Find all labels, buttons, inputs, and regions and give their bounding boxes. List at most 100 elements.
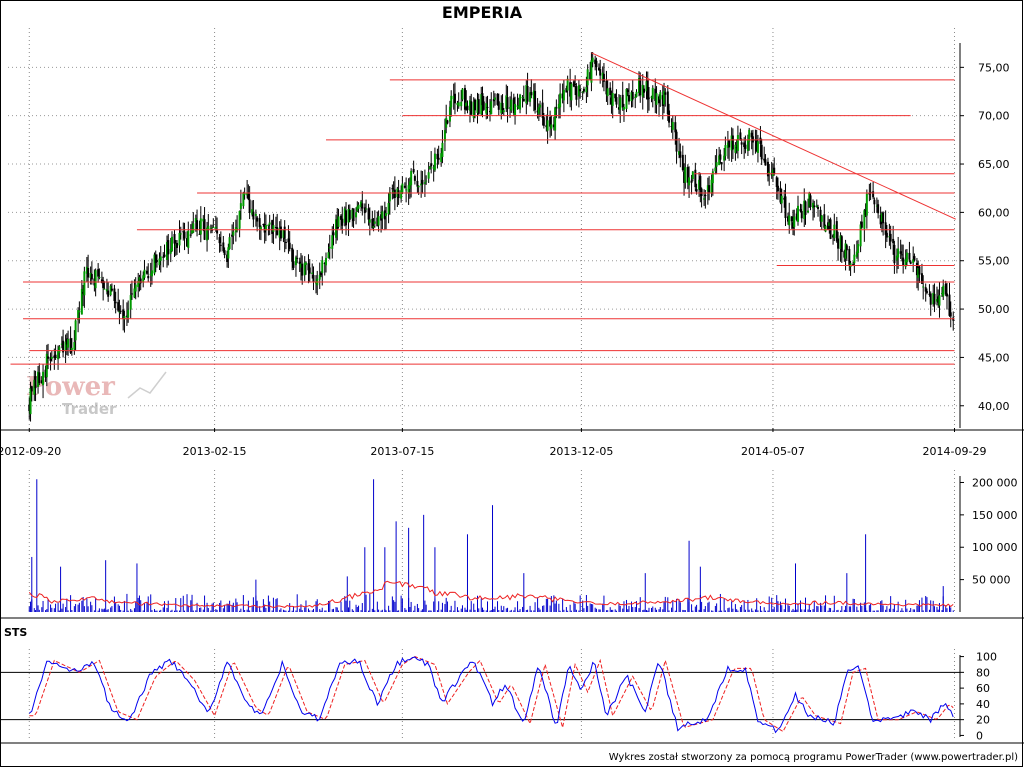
- candle-body: [480, 94, 483, 115]
- candle-body: [42, 371, 45, 386]
- candle-body: [178, 232, 181, 246]
- candle-body: [497, 101, 500, 110]
- candle-body: [859, 224, 862, 247]
- candle-body: [522, 98, 525, 102]
- candle-body: [448, 106, 451, 122]
- candle-body: [848, 248, 851, 265]
- candle-body: [606, 88, 609, 97]
- grid-lines: [8, 28, 957, 741]
- candle-body: [138, 277, 141, 284]
- sts-d-line: [29, 656, 954, 733]
- price-y-tick-label: 45,00: [978, 351, 1010, 364]
- x-tick-label: 2014-05-07: [741, 445, 805, 458]
- candle-body: [267, 224, 270, 226]
- candle-body: [34, 376, 37, 389]
- candle-body: [681, 154, 684, 171]
- candle-body: [664, 92, 667, 95]
- candle-body: [728, 140, 731, 148]
- price-y-tick-label: 40,00: [978, 400, 1010, 413]
- sts-y-tick-label: 20: [976, 714, 990, 727]
- candle-body: [412, 168, 415, 173]
- price-y-tick-label: 75,00: [978, 61, 1010, 74]
- candle-body: [256, 217, 259, 222]
- candle-body: [336, 219, 339, 229]
- candle-body: [401, 183, 404, 193]
- candle-body: [565, 88, 568, 93]
- candle-body: [877, 204, 880, 214]
- candle-body: [242, 193, 245, 207]
- candle-body: [730, 135, 733, 151]
- candle-body: [605, 80, 608, 95]
- candle-body: [893, 244, 896, 264]
- candle-body: [191, 230, 194, 234]
- candle-body: [465, 102, 468, 107]
- candle-body: [884, 222, 887, 235]
- footer-credit: Wykres został stworzony za pomocą progra…: [609, 752, 1018, 763]
- candle-body: [949, 312, 952, 317]
- candle-body: [710, 179, 713, 194]
- candle-body: [381, 211, 384, 219]
- candle-body: [49, 356, 52, 361]
- candle-body: [614, 93, 617, 99]
- candle-body: [855, 251, 858, 257]
- sts-y-tick-label: 40: [976, 698, 990, 711]
- candle-body: [450, 95, 453, 108]
- candle-body: [118, 311, 121, 313]
- candle-body: [788, 215, 791, 226]
- candle-body: [885, 232, 888, 238]
- candle-body: [597, 67, 600, 71]
- candle-body: [167, 240, 170, 255]
- candle-body: [703, 198, 706, 200]
- candle-body: [726, 142, 729, 148]
- candle-body: [226, 254, 229, 262]
- candle-body: [691, 171, 694, 180]
- candle-body: [174, 245, 177, 248]
- candle-body: [45, 353, 48, 378]
- candle-body: [325, 257, 328, 266]
- candle-body: [202, 218, 205, 222]
- candle-body: [561, 93, 564, 99]
- candle-body: [440, 153, 443, 162]
- candle-body: [621, 94, 624, 108]
- candle-body: [750, 132, 753, 138]
- candle-body: [790, 216, 793, 222]
- candle-body: [83, 271, 86, 296]
- candle-body: [489, 110, 492, 113]
- candle-body: [922, 286, 925, 288]
- candle-body: [813, 205, 816, 208]
- candle-body: [94, 270, 97, 289]
- candle-body: [445, 118, 448, 128]
- candle-body: [73, 342, 76, 350]
- candle-body: [54, 354, 57, 359]
- candle-body: [276, 227, 279, 235]
- candle-body: [57, 350, 60, 360]
- sts-panel: [0, 656, 960, 734]
- candle-body: [746, 139, 749, 151]
- candle-body: [659, 92, 662, 100]
- candle-body: [53, 355, 56, 359]
- candle-body: [617, 107, 620, 110]
- candle-body: [78, 310, 81, 313]
- candle-body: [345, 210, 348, 226]
- x-tick-label: 2012-09-20: [0, 445, 61, 458]
- candle-body: [935, 299, 938, 302]
- candle-body: [158, 258, 161, 266]
- candle-body: [863, 210, 866, 229]
- candle-body: [74, 320, 77, 341]
- candle-body: [763, 158, 766, 161]
- candle-body: [171, 236, 174, 252]
- candle-body: [695, 189, 698, 192]
- candle-body: [461, 88, 464, 100]
- candle-body: [622, 106, 625, 110]
- candle-body: [405, 189, 408, 191]
- candle-body: [807, 210, 810, 213]
- candle-body: [332, 232, 335, 236]
- candle-body: [895, 255, 898, 261]
- candle-body: [163, 254, 166, 257]
- candle-body: [127, 309, 130, 318]
- candle-body: [123, 315, 126, 320]
- candle-body: [671, 121, 674, 130]
- candle-body: [912, 259, 915, 264]
- candle-body: [711, 171, 714, 184]
